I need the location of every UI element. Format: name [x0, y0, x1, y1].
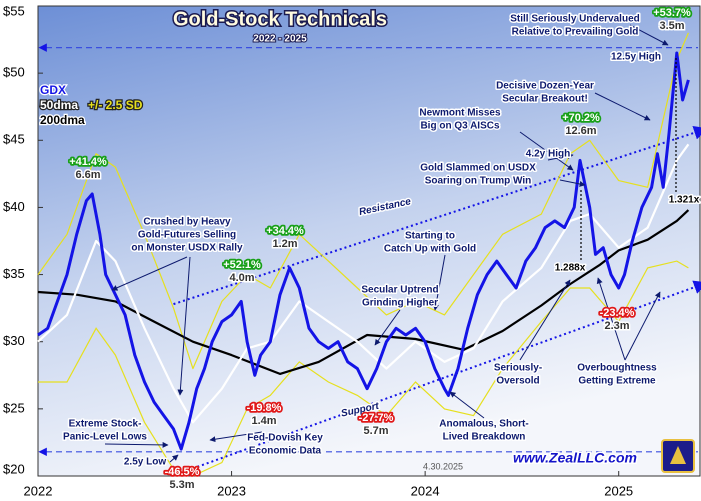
y-tick-label: $25	[3, 400, 25, 415]
annotation: Secular Uptrend	[361, 285, 438, 296]
annotation: Overboughtness	[577, 363, 657, 374]
chart-title: Gold-Stock Technicals	[173, 8, 387, 30]
trend-line	[182, 280, 701, 473]
annotation-arrow	[596, 277, 626, 361]
annotation: Starting to	[405, 231, 455, 242]
duration-label: 1.4m	[251, 415, 276, 427]
annotation: Big on Q3 AISCs	[420, 121, 500, 132]
annotation: Gold Slammed on USDX	[420, 163, 536, 174]
annotation: on Monster USDX Rally	[131, 243, 243, 254]
annotation: Secular Breakout!	[502, 94, 588, 105]
y-tick-label: $35	[3, 266, 25, 281]
y-tick-label: $45	[3, 132, 25, 147]
series-line	[37, 51, 690, 451]
annotation-arrow	[111, 256, 188, 291]
annotation: Gold-Futures Selling	[138, 230, 236, 241]
annotation: 2.5y Low	[124, 457, 166, 468]
annotation-arrow	[559, 179, 586, 187]
annotation-arrow	[519, 131, 574, 171]
annotation-arrow	[547, 153, 574, 161]
plot-area	[37, 5, 701, 477]
annotation: Newmont Misses	[419, 108, 501, 119]
annotation-arrow	[374, 309, 401, 346]
change-label: +53.7%	[653, 7, 691, 19]
annotation: Crushed by Heavy	[143, 217, 231, 228]
annotation: Anomalous, Short-	[439, 419, 528, 430]
x-tick-label: 2023	[217, 483, 246, 498]
annotation: 12.5y High	[611, 52, 661, 63]
change-label: -23.4%	[600, 307, 635, 319]
annotation-arrow	[519, 279, 571, 361]
x-tick-label: 2022	[24, 483, 53, 498]
change-label: -19.8%	[247, 402, 282, 414]
annotation: Getting Extreme	[578, 376, 656, 387]
ratio-label: 1.321x	[669, 195, 700, 206]
annotation: 4.2y High	[526, 149, 570, 160]
x-tick-label: 2025	[604, 483, 633, 498]
duration-label: 12.6m	[565, 125, 596, 137]
y-tick-label: $30	[3, 333, 25, 348]
legend-entry: +/- 2.5 SD	[88, 98, 143, 112]
annotation: Panic-Level Lows	[63, 432, 147, 443]
duration-label: 1.2m	[272, 238, 297, 250]
band-lower-line	[38, 260, 689, 477]
annotation: Lived Breakdown	[443, 432, 526, 443]
y-tick-label: $20	[3, 461, 25, 476]
logo-mark	[670, 446, 686, 464]
date-label: 4.30.2025	[423, 461, 463, 471]
website: www.ZealLLC.com	[513, 450, 637, 466]
ratio-label: 1.288x	[555, 263, 586, 274]
change-label: +52.1%	[223, 259, 261, 271]
annotation-arrow	[629, 24, 669, 46]
duration-label: 5.7m	[363, 425, 388, 437]
trend-line	[173, 126, 701, 306]
y-tick-label: $55	[3, 3, 25, 18]
annotation-arrow	[177, 256, 191, 396]
annotation: Soaring on Trump Win	[425, 176, 532, 187]
x-tick-label: 2024	[411, 483, 440, 498]
annotation-arrow	[624, 291, 661, 361]
legend-entry: 200dma	[40, 113, 85, 127]
annotation: Oversold	[496, 376, 539, 387]
y-tick-label: $40	[3, 199, 25, 214]
annotation: Fed-Dovish Key	[247, 433, 323, 444]
legend-entry: GDX	[40, 83, 66, 97]
annotation-arrow	[449, 391, 485, 419]
annotation: Catch Up with Gold	[384, 244, 476, 255]
duration-label: 6.6m	[75, 169, 100, 181]
duration-label: 3.5m	[659, 20, 684, 32]
change-label: +41.4%	[69, 156, 107, 168]
duration-label: 2.3m	[604, 320, 629, 332]
annotation: Still Seriously Undervalued	[510, 14, 639, 25]
legend-entry: 50dma	[40, 98, 78, 112]
annotation-arrow	[169, 454, 179, 463]
series-line	[37, 32, 689, 370]
duration-label: 4.0m	[229, 272, 254, 284]
annotation-arrow	[104, 441, 169, 448]
y-tick-label: $50	[3, 65, 25, 80]
change-label: +70.2%	[562, 112, 600, 124]
change-label: -27.7%	[359, 412, 394, 424]
chart-subtitle: 2022 - 2025	[253, 34, 307, 45]
annotation-arrow	[209, 431, 263, 443]
annotation: Seriously-	[494, 363, 542, 374]
annotation: Economic Data	[249, 446, 322, 457]
annotation: Relative to Prevailing Gold	[512, 27, 639, 38]
duration-label: 5.3m	[169, 479, 194, 491]
annotation: Grinding Higher	[362, 298, 438, 309]
change-label: -46.5%	[165, 466, 200, 478]
annotation-arrow	[594, 92, 651, 121]
change-label: +34.4%	[266, 225, 304, 237]
annotation: Decisive Dozen-Year	[496, 81, 594, 92]
series-line	[37, 209, 690, 375]
annotation: Extreme Stock-	[69, 419, 142, 430]
annotation-arrow	[433, 254, 446, 311]
